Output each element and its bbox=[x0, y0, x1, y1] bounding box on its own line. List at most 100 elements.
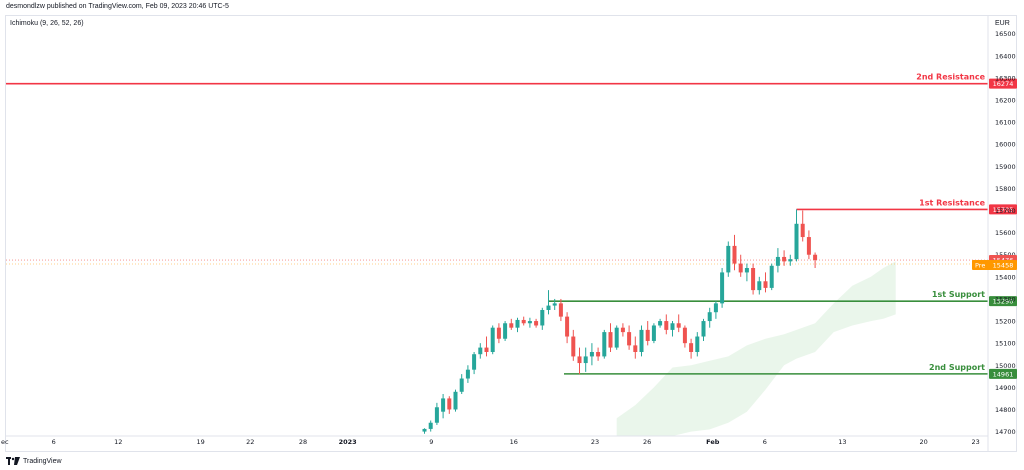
candle-body[interactable] bbox=[484, 347, 489, 352]
candle-body[interactable] bbox=[577, 356, 582, 364]
candle-body[interactable] bbox=[558, 303, 563, 317]
y-tick-label: 15700 bbox=[995, 207, 1016, 215]
candlesticks bbox=[422, 209, 818, 434]
level-price-text: 16274 bbox=[993, 80, 1014, 88]
level-price-tag bbox=[989, 296, 1017, 307]
x-tick-label: 28 bbox=[299, 438, 307, 446]
support-resistance-levels: 2nd Resistance 16274 1st Resistance 15705 1s… bbox=[6, 73, 1017, 379]
y-tick-label: 16500 bbox=[995, 30, 1016, 38]
candle-body[interactable] bbox=[645, 329, 650, 341]
candle-body[interactable] bbox=[627, 332, 632, 346]
cloud-area bbox=[616, 261, 896, 436]
level-price-text: 15705 bbox=[993, 206, 1014, 214]
y-tick-label: 16000 bbox=[995, 141, 1016, 149]
level-label: 2nd Support bbox=[929, 363, 985, 372]
candle-body[interactable] bbox=[744, 268, 749, 273]
candle-body[interactable] bbox=[589, 352, 594, 357]
candle-body[interactable] bbox=[806, 237, 811, 255]
candle-body[interactable] bbox=[527, 321, 532, 324]
y-tick-label: 15100 bbox=[995, 340, 1016, 348]
y-tick-label: 15300 bbox=[995, 295, 1016, 303]
candle-body[interactable] bbox=[490, 327, 495, 352]
candle-body[interactable] bbox=[676, 323, 681, 328]
candle-body[interactable] bbox=[478, 347, 483, 355]
candle-body[interactable] bbox=[565, 316, 570, 337]
candle-body[interactable] bbox=[546, 305, 551, 310]
candle-body[interactable] bbox=[751, 268, 756, 291]
candle-body[interactable] bbox=[434, 407, 439, 423]
publisher-caption: desmondlzw published on TradingView.com,… bbox=[6, 3, 229, 10]
candle-body[interactable] bbox=[608, 332, 613, 348]
candle-body[interactable] bbox=[596, 352, 601, 357]
candle-body[interactable] bbox=[695, 336, 700, 352]
candle-body[interactable] bbox=[515, 319, 520, 328]
footer-brand: TradingView bbox=[23, 457, 62, 465]
y-tick-label: 15800 bbox=[995, 185, 1016, 193]
y-tick-label: 15400 bbox=[995, 273, 1016, 281]
candle-body[interactable] bbox=[813, 254, 818, 261]
candle-body[interactable] bbox=[552, 303, 557, 306]
candle-body[interactable] bbox=[664, 321, 669, 330]
candle-body[interactable] bbox=[459, 378, 464, 392]
candle-body[interactable] bbox=[540, 310, 545, 326]
candle-body[interactable] bbox=[788, 259, 793, 262]
candle-body[interactable] bbox=[769, 265, 774, 288]
indicator-legend[interactable]: Ichimoku (9, 26, 52, 26) bbox=[10, 20, 84, 27]
time-axis[interactable]: ec 6 12 19 22 28 2023 9 16 23 26 Feb 6 13 20 23 bbox=[1, 435, 988, 446]
candle-body[interactable] bbox=[689, 343, 694, 352]
candle-body[interactable] bbox=[496, 327, 501, 339]
level-label: 1st Support bbox=[932, 290, 985, 299]
y-tick-label: 14800 bbox=[995, 406, 1016, 414]
candle-body[interactable] bbox=[614, 327, 619, 348]
candle-body[interactable] bbox=[658, 321, 663, 326]
candle-body[interactable] bbox=[782, 256, 787, 262]
candle-body[interactable] bbox=[639, 329, 644, 352]
candle-body[interactable] bbox=[794, 223, 799, 260]
y-tick-label: 15200 bbox=[995, 318, 1016, 326]
candle-body[interactable] bbox=[757, 281, 762, 291]
candle-body[interactable] bbox=[521, 319, 526, 324]
candle-body[interactable] bbox=[472, 354, 477, 370]
y-tick-label: 16400 bbox=[995, 52, 1016, 60]
y-tick-label: 16200 bbox=[995, 97, 1016, 105]
tradingview-footer[interactable]: TradingView bbox=[6, 457, 62, 465]
x-tick-label: ec bbox=[1, 438, 9, 446]
candle-body[interactable] bbox=[732, 245, 737, 264]
candle-body[interactable] bbox=[713, 303, 718, 313]
candle-body[interactable] bbox=[670, 323, 675, 330]
candle-body[interactable] bbox=[720, 272, 725, 304]
candle-body[interactable] bbox=[441, 398, 446, 412]
candle-body[interactable] bbox=[453, 391, 458, 410]
candle-body[interactable] bbox=[534, 321, 539, 326]
y-tick-label: 15600 bbox=[995, 229, 1016, 237]
candle-body[interactable] bbox=[682, 327, 687, 344]
candle-body[interactable] bbox=[800, 223, 805, 238]
level-price-tag bbox=[989, 204, 1017, 215]
candle-body[interactable] bbox=[701, 321, 706, 337]
candle-body[interactable] bbox=[509, 323, 514, 328]
x-tick-label: 23 bbox=[591, 438, 599, 446]
ichimoku-cloud bbox=[616, 261, 896, 436]
tradingview-logo-icon bbox=[6, 457, 20, 465]
level-label: 1st Resistance bbox=[919, 198, 985, 207]
x-tick-label: 16 bbox=[510, 438, 518, 446]
candle-body[interactable] bbox=[583, 356, 588, 364]
candle-body[interactable] bbox=[447, 398, 452, 410]
x-tick-label: Feb bbox=[706, 438, 720, 446]
candle-body[interactable] bbox=[707, 312, 712, 322]
candle-body[interactable] bbox=[428, 422, 433, 429]
candle-body[interactable] bbox=[571, 336, 576, 357]
candle-body[interactable] bbox=[763, 281, 768, 288]
candle-body[interactable] bbox=[738, 263, 743, 273]
candle-body[interactable] bbox=[503, 323, 508, 339]
candle-body[interactable] bbox=[775, 256, 780, 266]
candle-body[interactable] bbox=[465, 369, 470, 379]
candle-body[interactable] bbox=[422, 428, 427, 432]
candle-body[interactable] bbox=[602, 332, 607, 357]
candle-body[interactable] bbox=[726, 245, 731, 273]
level-price-text: 14961 bbox=[993, 370, 1014, 378]
candle-body[interactable] bbox=[633, 345, 638, 352]
candle-body[interactable] bbox=[620, 327, 625, 333]
candle-body[interactable] bbox=[651, 325, 656, 341]
